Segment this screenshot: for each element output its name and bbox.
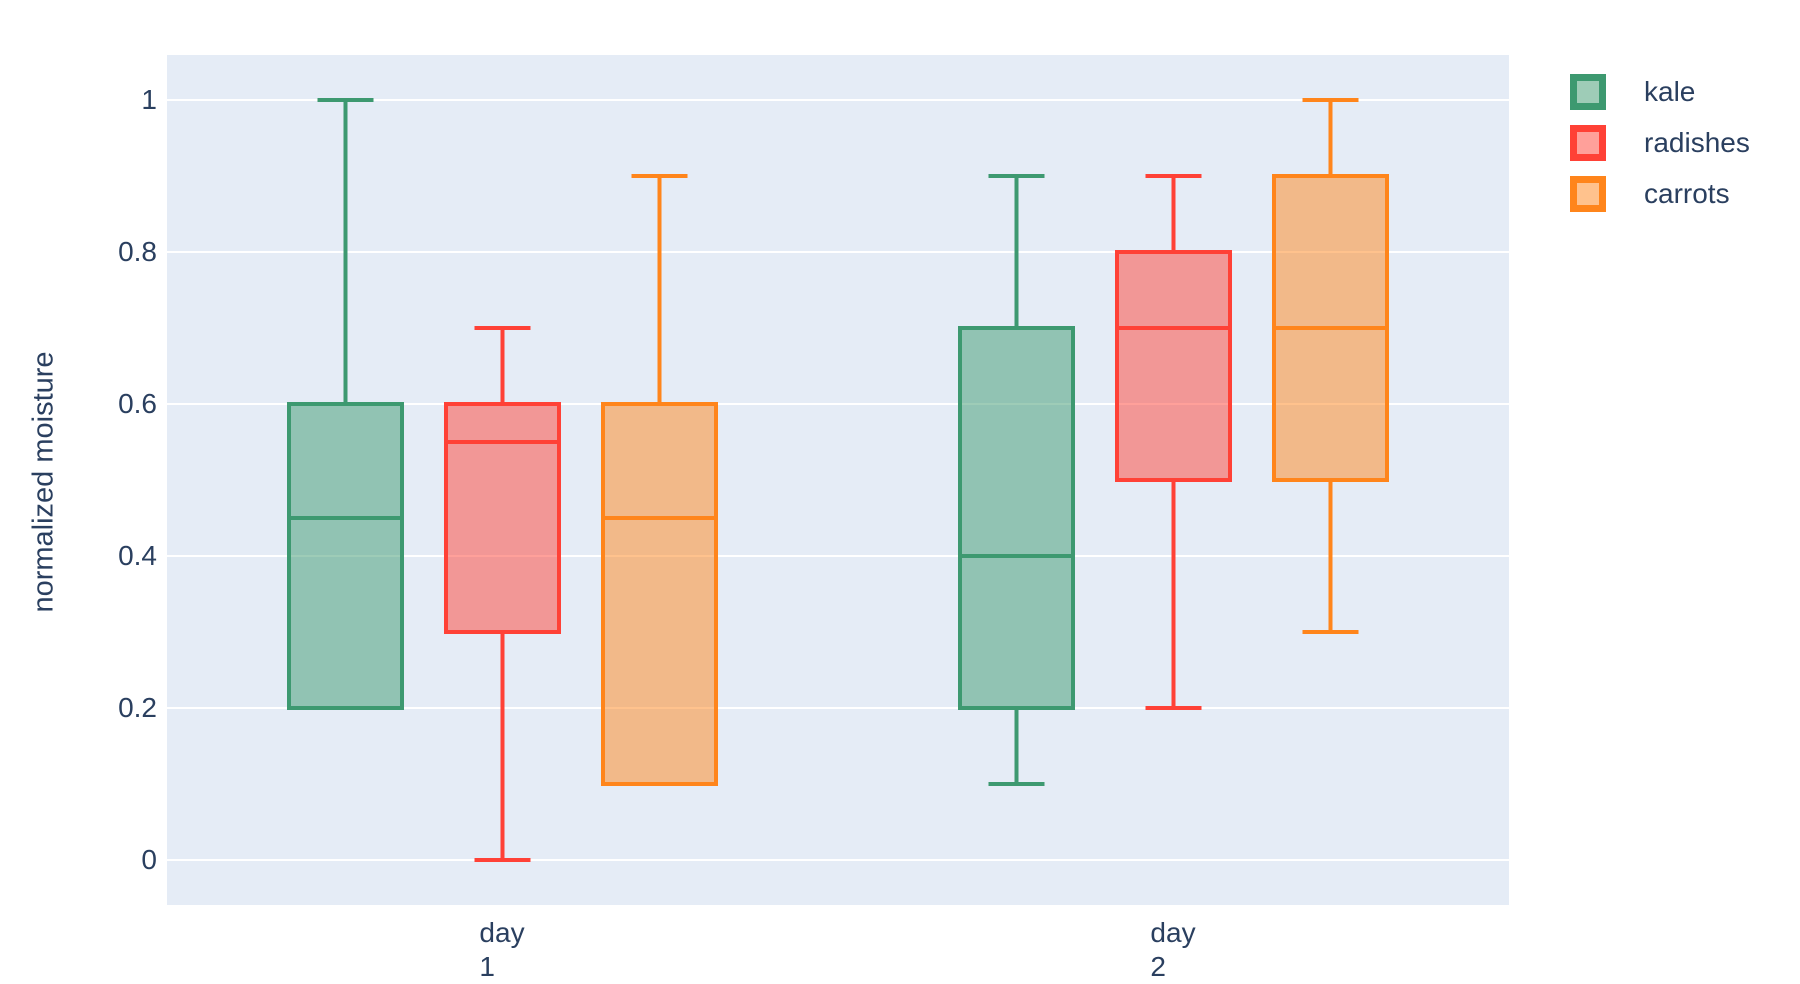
legend-item-radishes[interactable]: radishes [1570, 125, 1750, 161]
y-tick-label-0: 0 [141, 844, 157, 875]
y-tick-label-0.2: 0.2 [118, 692, 157, 723]
legend-item-carrots[interactable]: carrots [1570, 176, 1750, 212]
legend-label-radishes: radishes [1644, 127, 1750, 158]
y-tick-label-0.8: 0.8 [118, 236, 157, 267]
x-tick-label-day-1: day 1 [479, 917, 525, 982]
legend-swatch-carrots-icon [1570, 176, 1606, 212]
y-tick-label-1: 1 [141, 84, 157, 115]
box-radishes-day-2[interactable] [1115, 250, 1232, 482]
box-kale-day-2[interactable] [958, 326, 1075, 710]
box-radishes-day-1[interactable] [444, 402, 561, 634]
legend: kale radishes carrots [1570, 74, 1750, 227]
legend-label-carrots: carrots [1644, 178, 1730, 209]
box-kale-day-1[interactable] [287, 402, 404, 710]
legend-swatch-kale-icon [1570, 74, 1606, 110]
box-carrots-day-1[interactable] [601, 402, 718, 786]
legend-item-kale[interactable]: kale [1570, 74, 1750, 110]
y-tick-label-0.6: 0.6 [118, 388, 157, 419]
x-tick-label-day-2: day 2 [1150, 917, 1196, 982]
legend-label-kale: kale [1644, 76, 1696, 107]
legend-swatch-radishes-icon [1570, 125, 1606, 161]
y-tick-label-0.4: 0.4 [118, 540, 157, 571]
